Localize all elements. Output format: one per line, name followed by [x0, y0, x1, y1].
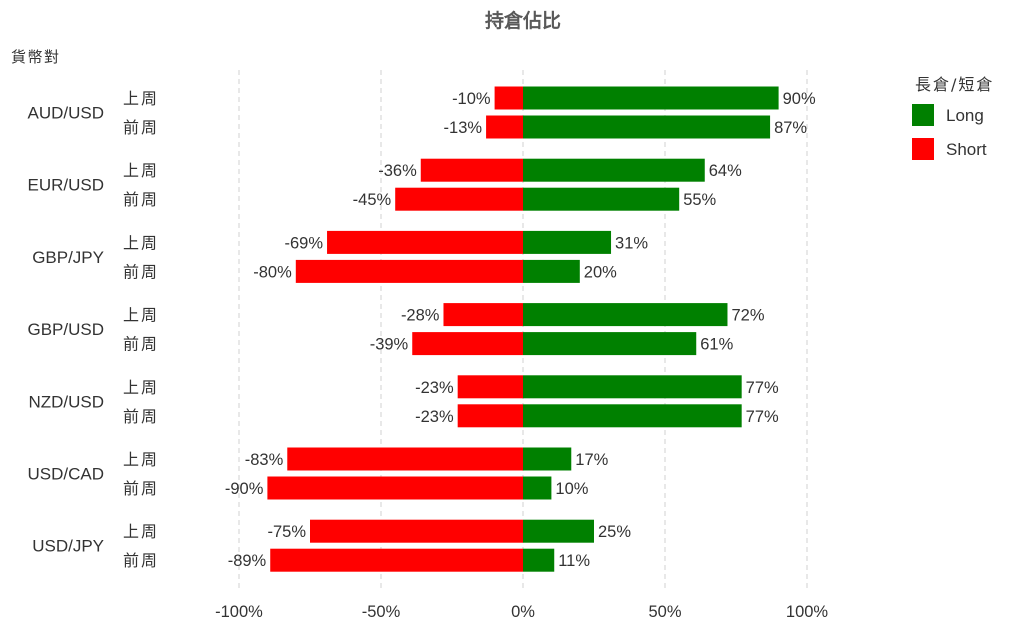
x-tick-label-2: 0% [511, 603, 535, 621]
data-label-short-eur-usd-1: -45% [353, 191, 392, 209]
data-label-short-usd-cad-0: -83% [245, 451, 284, 469]
bar-short-usd-cad-1 [267, 476, 523, 500]
period-label-usd-jpy-0: 上周 [123, 522, 159, 541]
bar-long-usd-cad-0 [523, 447, 572, 471]
x-tick-label-3: 50% [648, 603, 681, 621]
bar-long-gbp-jpy-1 [523, 259, 580, 283]
data-label-long-gbp-usd-0: 72% [731, 307, 764, 325]
data-label-long-usd-jpy-1: 11% [558, 552, 590, 570]
period-label-usd-cad-0: 上周 [123, 450, 159, 469]
period-label-gbp-jpy-1: 前周 [123, 262, 159, 281]
bar-short-gbp-jpy-1 [295, 259, 523, 283]
legend-label-long: Long [946, 106, 984, 125]
label-layer: -100% -50% 0% 50% 100% AUD/USD 上周 90% -10% 前周 87% -… [27, 89, 828, 621]
data-label-long-aud-usd-0: 90% [783, 90, 816, 108]
legend-swatch-short [912, 138, 934, 160]
data-label-long-nzd-usd-1: 77% [746, 408, 779, 426]
data-label-long-aud-usd-1: 87% [774, 119, 807, 137]
legend-entries: Long Short [912, 104, 987, 160]
data-label-short-usd-cad-1: -90% [225, 480, 264, 498]
grid-layer [238, 70, 808, 590]
bar-short-gbp-usd-1 [412, 332, 523, 356]
data-label-short-gbp-jpy-0: -69% [285, 234, 324, 252]
y-axis-label: 貨幣對 [11, 48, 61, 66]
bar-long-gbp-usd-1 [523, 332, 697, 356]
data-label-short-gbp-jpy-1: -80% [253, 263, 292, 281]
bar-long-usd-cad-1 [523, 476, 552, 500]
category-label-gbp-usd: GBP/USD [27, 320, 104, 339]
data-label-long-usd-cad-1: 10% [555, 480, 588, 498]
data-label-short-aud-usd-1: -13% [444, 119, 483, 137]
category-label-aud-usd: AUD/USD [27, 104, 104, 123]
period-label-gbp-usd-1: 前周 [123, 335, 159, 354]
bar-long-gbp-jpy-0 [523, 230, 612, 254]
bar-short-gbp-jpy-0 [327, 230, 523, 254]
bar-short-nzd-usd-0 [457, 375, 523, 399]
bar-long-eur-usd-0 [523, 158, 705, 182]
bar-long-nzd-usd-1 [523, 404, 742, 428]
bar-short-usd-cad-0 [287, 447, 523, 471]
bar-long-usd-jpy-0 [523, 519, 594, 543]
bar-long-aud-usd-0 [523, 86, 779, 110]
category-label-eur-usd: EUR/USD [27, 176, 104, 195]
legend-title: 長倉/短倉 [915, 75, 994, 94]
bar-long-aud-usd-1 [523, 115, 771, 139]
period-label-aud-usd-0: 上周 [123, 89, 159, 108]
bar-long-gbp-usd-0 [523, 303, 728, 327]
data-label-short-nzd-usd-0: -23% [415, 379, 454, 397]
bar-short-usd-jpy-1 [270, 548, 523, 572]
category-label-nzd-usd: NZD/USD [28, 392, 104, 411]
category-label-usd-cad: USD/CAD [27, 465, 104, 484]
bar-short-gbp-usd-0 [443, 303, 523, 327]
period-label-aud-usd-1: 前周 [123, 118, 159, 137]
data-label-long-eur-usd-0: 64% [709, 162, 742, 180]
x-tick-label-1: -50% [362, 603, 401, 621]
data-label-short-aud-usd-0: -10% [452, 90, 491, 108]
period-label-nzd-usd-1: 前周 [123, 407, 159, 426]
data-label-long-gbp-jpy-1: 20% [584, 263, 617, 281]
x-tick-label-0: -100% [215, 603, 263, 621]
category-label-usd-jpy: USD/JPY [32, 537, 104, 556]
bar-long-nzd-usd-0 [523, 375, 742, 399]
bar-layer [267, 86, 779, 572]
period-label-usd-cad-1: 前周 [123, 479, 159, 498]
bar-short-usd-jpy-0 [310, 519, 523, 543]
bar-long-usd-jpy-1 [523, 548, 555, 572]
bar-short-nzd-usd-1 [457, 404, 523, 428]
data-label-short-gbp-usd-1: -39% [370, 336, 409, 354]
data-label-short-usd-jpy-1: -89% [228, 552, 267, 570]
bar-short-eur-usd-0 [420, 158, 523, 182]
legend-label-short: Short [946, 140, 987, 159]
x-tick-label-4: 100% [786, 603, 829, 621]
bar-short-eur-usd-1 [395, 187, 523, 211]
data-label-short-nzd-usd-1: -23% [415, 408, 454, 426]
period-label-eur-usd-1: 前周 [123, 190, 159, 209]
data-label-long-usd-jpy-0: 25% [598, 523, 631, 541]
data-label-short-gbp-usd-0: -28% [401, 307, 440, 325]
period-label-gbp-jpy-0: 上周 [123, 233, 159, 252]
chart-title: 持倉佔比 [485, 9, 561, 32]
data-label-long-nzd-usd-0: 77% [746, 379, 779, 397]
legend: 長倉/短倉 Long Short [912, 75, 994, 160]
data-label-long-eur-usd-1: 55% [683, 191, 716, 209]
data-label-short-usd-jpy-0: -75% [267, 523, 306, 541]
legend-swatch-long [912, 104, 934, 126]
data-label-long-gbp-jpy-0: 31% [615, 234, 648, 252]
period-label-usd-jpy-1: 前周 [123, 551, 159, 570]
period-label-gbp-usd-0: 上周 [123, 306, 159, 325]
period-label-nzd-usd-0: 上周 [123, 378, 159, 397]
bar-short-aud-usd-1 [486, 115, 523, 139]
data-label-long-usd-cad-0: 17% [575, 451, 608, 469]
category-label-gbp-jpy: GBP/JPY [32, 248, 104, 267]
data-label-long-gbp-usd-1: 61% [700, 336, 733, 354]
bar-short-aud-usd-0 [494, 86, 523, 110]
data-label-short-eur-usd-0: -36% [378, 162, 417, 180]
period-label-eur-usd-0: 上周 [123, 161, 159, 180]
bar-long-eur-usd-1 [523, 187, 680, 211]
